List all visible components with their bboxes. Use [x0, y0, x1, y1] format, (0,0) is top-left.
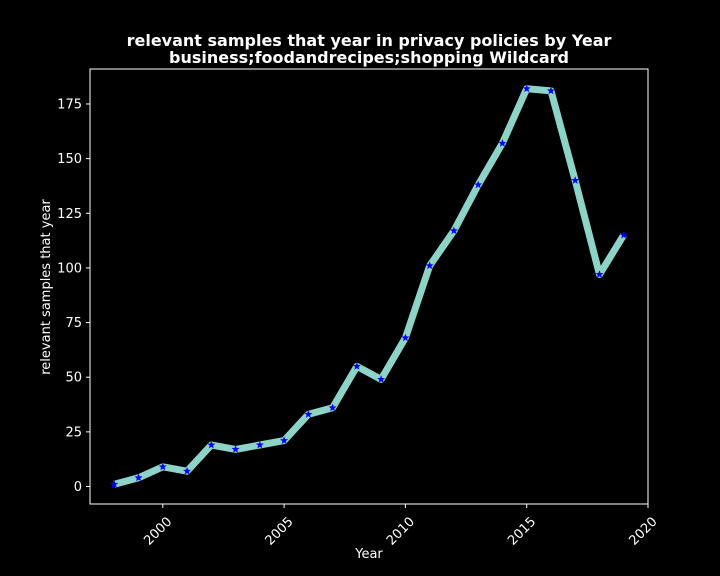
- y-tick-label: 0: [74, 480, 82, 495]
- chart-subtitle: business;foodandrecipes;shopping Wildcar…: [169, 48, 569, 67]
- data-point: [377, 375, 386, 383]
- data-point: [255, 440, 264, 449]
- series-line: [113, 85, 627, 488]
- y-tick-label: 50: [65, 371, 82, 386]
- data-point: [158, 462, 167, 471]
- chart-title: relevant samples that year in privacy po…: [127, 31, 612, 50]
- y-tick-label: 75: [65, 316, 82, 331]
- y-tick-label: 25: [65, 425, 82, 440]
- data-point: [352, 362, 361, 370]
- data-point: [595, 270, 604, 278]
- data-point: [522, 84, 531, 93]
- data-point: [231, 445, 240, 453]
- x-axis-label: Year: [354, 547, 383, 562]
- plot-frame: [89, 68, 649, 505]
- data-point: [304, 410, 313, 418]
- y-axis-label: relevant samples that year: [39, 199, 54, 375]
- data-point: [134, 473, 143, 482]
- data-point: [546, 86, 555, 95]
- data-point: [498, 139, 507, 147]
- y-tick-label: 125: [57, 207, 82, 222]
- y-tick-label: 150: [57, 152, 82, 167]
- data-point: [110, 480, 119, 488]
- data-point: [474, 180, 483, 189]
- data-point: [571, 176, 580, 184]
- data-point: [449, 226, 458, 235]
- data-point: [401, 333, 410, 342]
- y-tick-label: 100: [57, 261, 82, 276]
- data-point: [183, 467, 192, 475]
- y-tick-label: 175: [57, 97, 82, 112]
- data-point: [328, 403, 337, 412]
- data-point: [425, 261, 434, 270]
- data-point: [619, 230, 628, 239]
- data-point: [207, 440, 216, 449]
- data-point: [280, 436, 289, 445]
